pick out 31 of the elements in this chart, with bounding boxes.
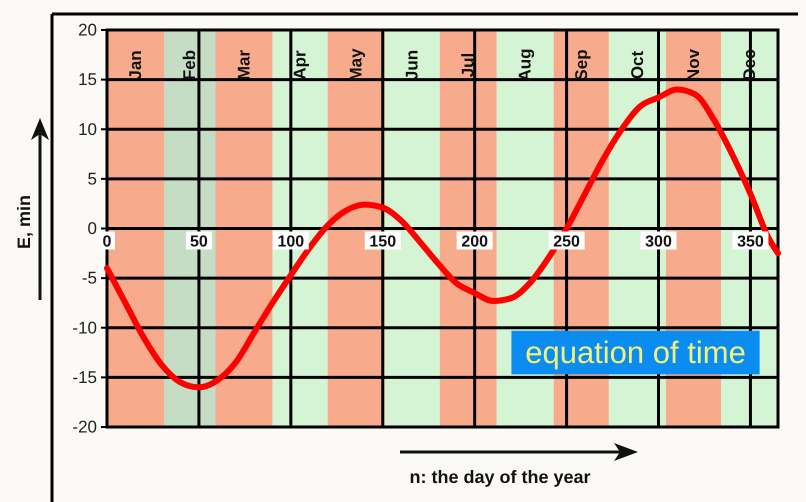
band-label: Mar	[234, 50, 254, 80]
band-label: Jun	[402, 50, 422, 80]
x-tick-label: 100	[277, 234, 304, 250]
y-tick-label: 10	[78, 120, 97, 139]
band-label: Jan	[126, 50, 145, 80]
band-label: Oct	[628, 50, 647, 80]
y-tick-label: -15	[72, 368, 97, 387]
band-label: Feb	[180, 50, 200, 80]
band-label: May	[346, 48, 366, 82]
y-tick-label: -20	[72, 418, 97, 436]
band-label: Aug	[516, 48, 535, 82]
y-tick-label: 5	[88, 169, 97, 188]
band-label: Sep	[572, 49, 591, 81]
x-tick-label: 0	[102, 234, 112, 250]
y-tick-label: 0	[88, 219, 97, 238]
band-label: Apr	[290, 50, 310, 80]
band-label: Nov	[684, 48, 703, 82]
y-tick-label: -5	[82, 268, 97, 288]
x-tick-label: 150	[369, 234, 396, 250]
text: equation of time	[525, 335, 746, 370]
x-tick-label: 350	[737, 234, 764, 250]
x-tick-label: 50	[190, 234, 208, 250]
x-tick-label: 250	[553, 234, 580, 250]
x-axis-title: n: the day of the year	[409, 467, 591, 487]
y-tick-label: -10	[72, 318, 97, 338]
y-tick-label: 20	[78, 20, 97, 40]
band-label: Jul	[458, 52, 478, 78]
y-axis-title: E, min	[14, 194, 34, 250]
x-tick-label: 200	[461, 234, 488, 250]
y-tick-label: 15	[78, 70, 97, 90]
x-tick-label: 300	[645, 234, 672, 250]
